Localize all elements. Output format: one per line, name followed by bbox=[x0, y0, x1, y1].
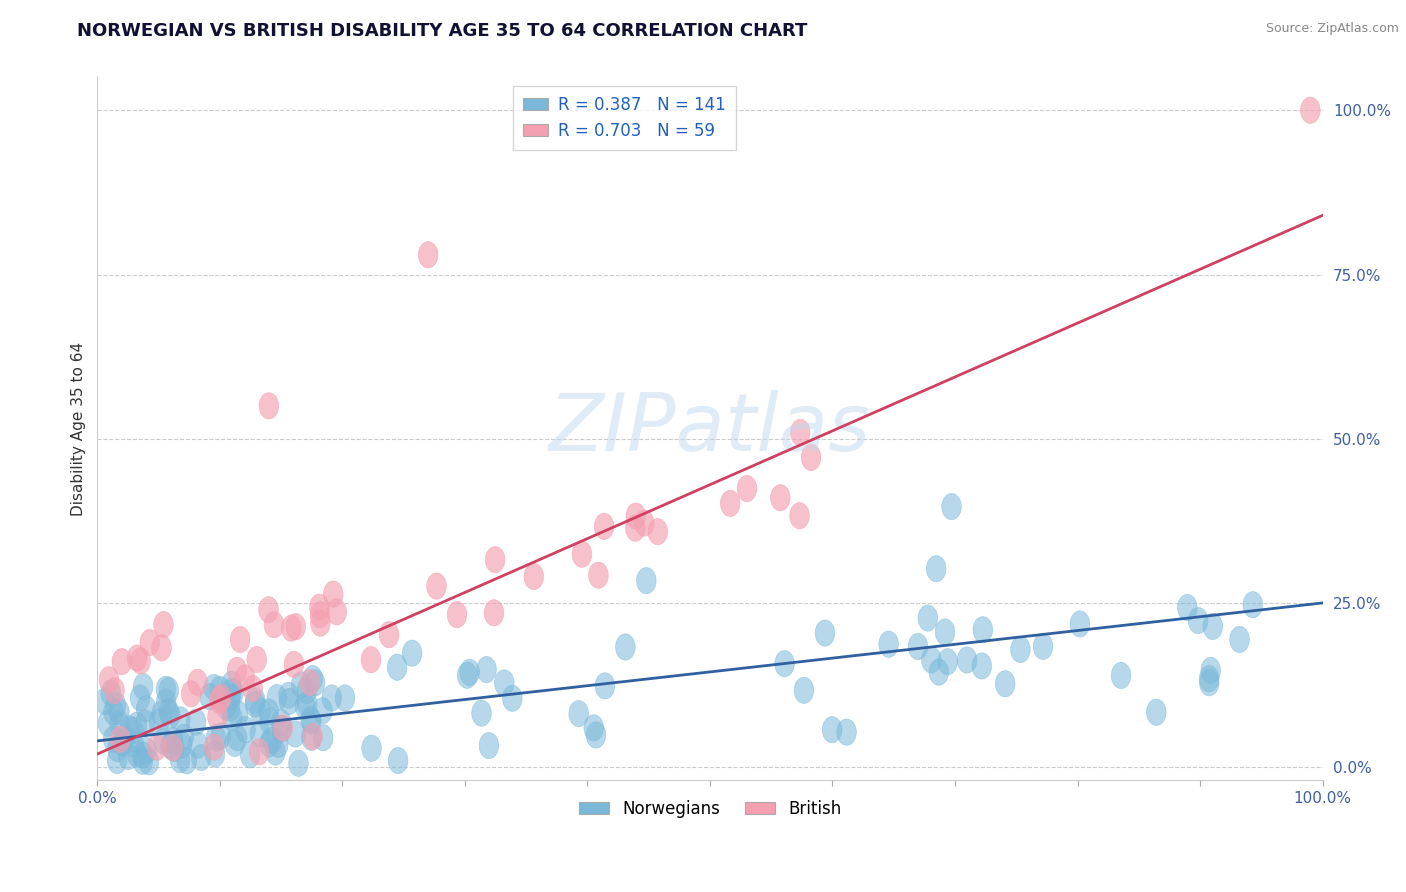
Legend: Norwegians, British: Norwegians, British bbox=[572, 793, 848, 825]
Text: ZIPatlas: ZIPatlas bbox=[548, 390, 872, 468]
Y-axis label: Disability Age 35 to 64: Disability Age 35 to 64 bbox=[72, 342, 86, 516]
Text: NORWEGIAN VS BRITISH DISABILITY AGE 35 TO 64 CORRELATION CHART: NORWEGIAN VS BRITISH DISABILITY AGE 35 T… bbox=[77, 22, 807, 40]
Text: Source: ZipAtlas.com: Source: ZipAtlas.com bbox=[1265, 22, 1399, 36]
